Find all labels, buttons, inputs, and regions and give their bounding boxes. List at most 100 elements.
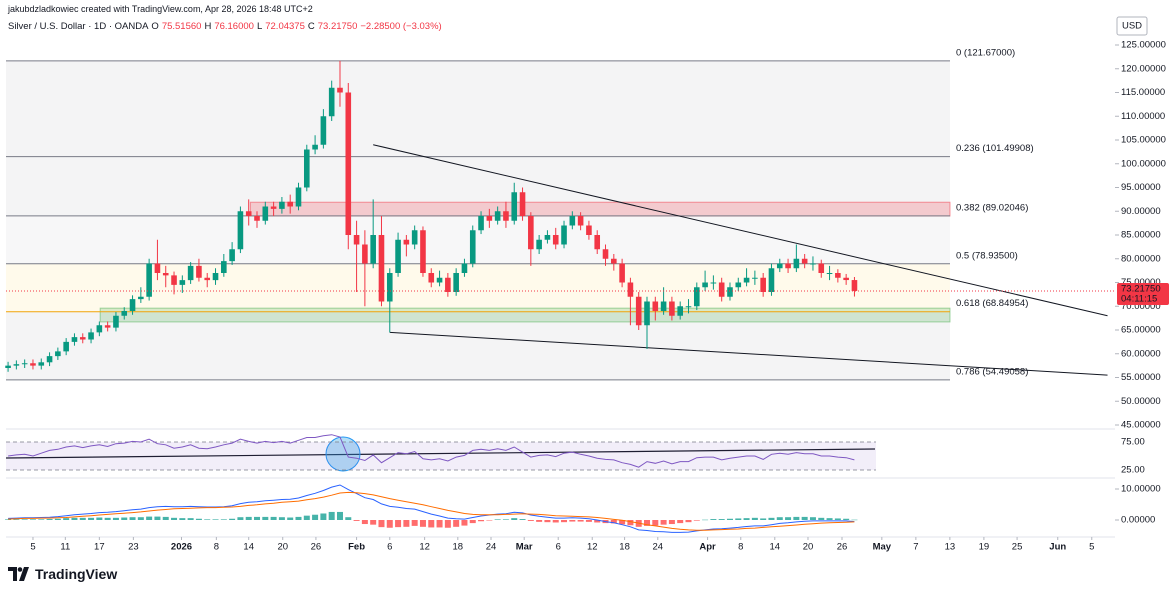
macd-histogram-bar xyxy=(826,518,833,520)
macd-histogram-bar xyxy=(353,520,360,521)
candle-body xyxy=(669,301,675,316)
candle-body xyxy=(121,311,128,316)
y-tick-label: 85.00000 xyxy=(1121,230,1161,241)
macd-histogram-bar xyxy=(345,517,352,520)
macd-histogram-bar xyxy=(370,520,377,525)
candle-body xyxy=(162,273,169,276)
currency: USD xyxy=(1122,21,1142,32)
macd-histogram-bar xyxy=(751,517,758,520)
y-tick-label: 105.00000 xyxy=(1121,135,1166,146)
y-tick-label: 80.00000 xyxy=(1121,253,1161,264)
macd-tick-label: 0.00000 xyxy=(1121,515,1155,526)
candle-body xyxy=(245,211,252,216)
macd-histogram-bar xyxy=(652,520,659,526)
brand[interactable]: TradingView xyxy=(8,566,117,582)
zone xyxy=(99,307,951,323)
x-tick-label: 24 xyxy=(486,542,497,553)
candle-body xyxy=(55,351,61,357)
x-tick-label: 14 xyxy=(243,542,254,553)
macd-histogram-bar xyxy=(585,520,592,522)
candle-body xyxy=(611,258,617,264)
candle-body xyxy=(436,277,443,283)
zone xyxy=(249,201,951,217)
y-tick-label: 115.00000 xyxy=(1121,87,1165,98)
macd-histogram-bar xyxy=(710,519,717,520)
macd-histogram-bar xyxy=(171,517,178,520)
candle-body xyxy=(635,296,642,326)
fib-label: 0.236 (101.49908) xyxy=(956,143,1034,154)
x-tick-label: 8 xyxy=(214,542,219,553)
fib-label: 0.786 (54.49058) xyxy=(956,366,1028,377)
macd-histogram-bar xyxy=(154,516,161,520)
macd-histogram-bar xyxy=(13,519,20,520)
candle-body xyxy=(287,201,293,207)
macd-histogram-bar xyxy=(336,511,343,520)
x-tick-label: Feb xyxy=(348,542,365,553)
x-tick-label: 2026 xyxy=(171,542,192,553)
candle-body xyxy=(104,325,111,328)
y-tick-label: 65.00000 xyxy=(1121,325,1161,336)
x-tick-label: 11 xyxy=(60,542,70,553)
candle-body xyxy=(494,211,501,221)
fib-label: 0 (121.67000) xyxy=(956,47,1015,58)
macd-histogram-bar xyxy=(511,518,518,520)
macd-histogram-bar xyxy=(527,520,534,521)
macd-histogram-bar xyxy=(71,517,78,520)
macd-histogram-bar xyxy=(411,520,418,526)
candle-body xyxy=(312,144,318,150)
macd-histogram-bar xyxy=(320,513,327,520)
candle-body xyxy=(204,277,211,281)
macd-histogram-bar xyxy=(660,520,667,525)
macd-histogram-bar xyxy=(129,517,136,520)
macd-histogram-bar xyxy=(162,516,169,520)
macd-histogram-bar xyxy=(494,519,501,520)
candle-body xyxy=(113,315,119,328)
macd-histogram-bar xyxy=(619,520,626,525)
macd-histogram-bar xyxy=(378,520,385,528)
macd-histogram-bar xyxy=(270,516,277,520)
macd-histogram-bar xyxy=(328,511,335,520)
candle-body xyxy=(328,87,335,117)
candle-body xyxy=(411,230,418,245)
x-tick-label: 23 xyxy=(128,542,139,553)
candle-body xyxy=(702,282,708,288)
candle-body xyxy=(544,235,551,240)
candle-body xyxy=(395,239,401,273)
candle-body xyxy=(511,192,518,221)
macd-histogram-bar xyxy=(96,517,103,520)
x-tick-label: 17 xyxy=(94,542,105,553)
candle-body xyxy=(735,282,742,288)
x-tick-label: 12 xyxy=(419,542,430,553)
macd-histogram-bar xyxy=(229,518,236,520)
x-tick-label: Apr xyxy=(699,542,716,553)
macd-histogram-bar xyxy=(702,519,709,521)
candle-body xyxy=(461,263,468,273)
macd-histogram-bar xyxy=(104,517,111,520)
x-tick-label: May xyxy=(873,542,892,553)
y-tick-label: 60.00000 xyxy=(1121,348,1161,359)
x-tick-label: 6 xyxy=(556,542,561,553)
last-price-label: 73.21750 xyxy=(1121,283,1161,294)
candle-body xyxy=(187,265,194,281)
x-tick-label: 24 xyxy=(653,542,664,553)
candle-body xyxy=(843,277,849,281)
fib-label: 0.5 (78.93500) xyxy=(956,250,1018,261)
x-tick-label: 6 xyxy=(387,542,392,553)
candle-body xyxy=(644,301,650,326)
ohlc-key: H xyxy=(204,21,212,32)
x-tick-label: 18 xyxy=(453,542,464,553)
candle-body xyxy=(196,265,202,278)
rsi-tick-label: 25.00 xyxy=(1121,465,1145,476)
macd-histogram-bar xyxy=(644,520,651,526)
candle-body xyxy=(469,230,476,264)
candle-body xyxy=(5,365,11,368)
candle-body xyxy=(619,263,625,283)
candle-body xyxy=(320,116,327,145)
candle-body xyxy=(519,192,526,216)
macd-histogram-bar xyxy=(212,519,219,520)
ohlc-value: 75.51560 xyxy=(161,21,202,32)
candle-body xyxy=(677,306,683,316)
macd-histogram-bar xyxy=(187,518,194,520)
macd-histogram-bar xyxy=(561,520,568,523)
